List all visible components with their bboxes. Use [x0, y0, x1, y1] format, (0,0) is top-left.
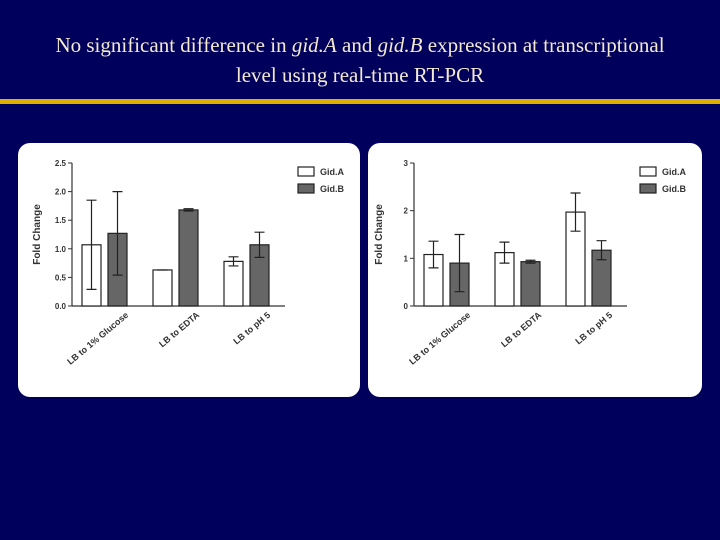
legend-label: Gid.B — [662, 184, 686, 194]
error-bar — [428, 240, 439, 269]
error-bar — [86, 199, 97, 291]
legend-swatch — [297, 166, 315, 177]
y-tick-label: 2 — [404, 207, 409, 216]
title-rule — [0, 99, 720, 104]
title-text: expression at transcriptional level usin… — [235, 33, 665, 87]
error-bar — [570, 192, 581, 232]
error-bar — [254, 231, 265, 258]
error-bar — [499, 241, 510, 264]
y-tick-label: 0.5 — [55, 273, 67, 282]
bar — [223, 260, 244, 307]
legend-swatch — [639, 183, 657, 194]
title-text: gid.B — [377, 33, 423, 57]
legend-swatch — [639, 166, 657, 177]
error-bar — [525, 259, 536, 264]
legend-label: Gid.A — [320, 167, 344, 177]
y-tick-label: 2.0 — [55, 188, 67, 197]
bar — [152, 269, 173, 307]
title-text: gid.A — [291, 33, 337, 57]
y-axis-label: Fold Change — [374, 204, 385, 265]
y-tick-label: 1 — [404, 254, 409, 263]
y-tick-label: 0.0 — [55, 302, 67, 311]
y-tick-label: 2.5 — [55, 159, 67, 168]
slide-title: No significant difference in gid.A and g… — [40, 30, 680, 90]
y-axis-label: Fold Change — [32, 204, 43, 265]
error-bar — [454, 233, 465, 293]
y-tick-label: 0 — [404, 302, 409, 311]
bar — [178, 209, 199, 307]
legend-swatch — [297, 183, 315, 194]
y-tick-label: 1.0 — [55, 245, 67, 254]
legend-label: Gid.A — [662, 167, 686, 177]
legend-label: Gid.B — [320, 184, 344, 194]
y-tick-label: 3 — [404, 159, 409, 168]
bar — [520, 261, 541, 307]
error-bar — [112, 191, 123, 276]
error-bar — [228, 256, 239, 267]
title-text: and — [336, 33, 378, 57]
error-bar — [183, 208, 194, 212]
error-bar — [596, 240, 607, 261]
title-text: No significant difference in — [55, 33, 292, 57]
y-tick-label: 1.5 — [55, 216, 67, 225]
